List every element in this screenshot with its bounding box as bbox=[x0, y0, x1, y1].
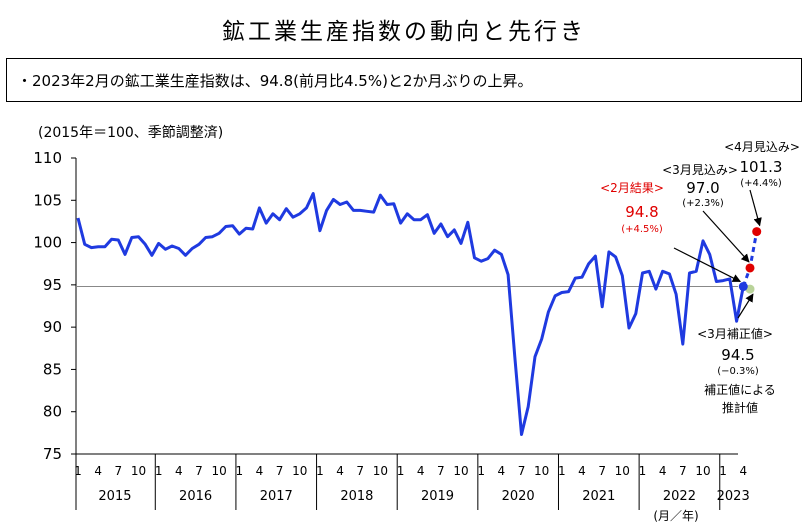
march-label: <3月見込み> bbox=[662, 163, 738, 177]
month-tick-label: 4 bbox=[498, 464, 506, 478]
corrected-arrow bbox=[737, 293, 754, 319]
result-change: (+4.5%) bbox=[621, 224, 663, 235]
summary-text: ・2023年2月の鉱工業生産指数は、94.8(前月比4.5%)と2か月ぶりの上昇… bbox=[17, 72, 533, 90]
march-forecast-point bbox=[745, 263, 755, 273]
month-tick-label: 4 bbox=[336, 464, 344, 478]
year-label: 2022 bbox=[663, 489, 696, 504]
y-tick-label: 105 bbox=[33, 191, 62, 209]
month-tick-label: 10 bbox=[131, 464, 146, 478]
month-tick-label: 7 bbox=[356, 464, 364, 478]
y-tick-label: 75 bbox=[43, 445, 62, 463]
year-label: 2023 bbox=[717, 489, 750, 504]
production-index-line bbox=[76, 192, 745, 436]
april-label: <4月見込み> bbox=[724, 140, 800, 154]
y-tick-label: 80 bbox=[43, 403, 62, 421]
result-label: <2月結果> bbox=[600, 181, 664, 195]
corrected-value: 94.5 bbox=[721, 346, 754, 364]
y-tick-label: 95 bbox=[43, 276, 62, 294]
month-tick-label: 10 bbox=[615, 464, 630, 478]
corrected-change: (−0.3%) bbox=[717, 366, 759, 377]
result-value: 94.8 bbox=[625, 203, 658, 221]
month-tick-label: 1 bbox=[316, 464, 324, 478]
year-label: 2020 bbox=[502, 489, 535, 504]
month-tick-label: 7 bbox=[437, 464, 445, 478]
y-tick-label: 90 bbox=[43, 318, 62, 336]
axes: 75 80 85 90 95 100 105 110 bbox=[33, 149, 738, 463]
y-tick-label: 85 bbox=[43, 360, 62, 378]
month-tick-label: 1 bbox=[235, 464, 243, 478]
corrected-label: <3月補正値> bbox=[697, 326, 773, 341]
march-change: (+2.3%) bbox=[682, 198, 724, 209]
month-tick-label: 4 bbox=[256, 464, 264, 478]
april-forecast-point bbox=[752, 227, 762, 237]
month-tick-label: 7 bbox=[598, 464, 606, 478]
page-title: 鉱工業生産指数の動向と先行き bbox=[222, 19, 586, 45]
march-value: 97.0 bbox=[686, 179, 719, 197]
april-arrow bbox=[749, 189, 762, 227]
result-arrow bbox=[673, 247, 742, 283]
forecast-line bbox=[741, 231, 759, 288]
y-axis-unit-label: (2015年＝100、季節調整済) bbox=[38, 125, 224, 141]
month-tick-label: 4 bbox=[417, 464, 425, 478]
year-label: 2018 bbox=[340, 489, 373, 504]
month-tick-label: 7 bbox=[195, 464, 203, 478]
february-result-point bbox=[738, 282, 748, 292]
april-value: 101.3 bbox=[740, 158, 783, 176]
month-tick-label: 1 bbox=[397, 464, 405, 478]
corrected-note-1: 補正値による bbox=[704, 382, 776, 397]
year-label: 2017 bbox=[260, 489, 293, 504]
month-tick-label: 4 bbox=[578, 464, 586, 478]
month-tick-label: 7 bbox=[679, 464, 687, 478]
month-tick-label: 1 bbox=[558, 464, 566, 478]
x-axis-unit-label: (月／年) bbox=[653, 509, 698, 523]
summary-box: ・2023年2月の鉱工業生産指数は、94.8(前月比4.5%)と2か月ぶりの上昇… bbox=[6, 58, 802, 102]
month-tick-label: 10 bbox=[211, 464, 226, 478]
month-tick-label: 1 bbox=[477, 464, 485, 478]
month-tick-label: 10 bbox=[292, 464, 307, 478]
month-tick-label: 7 bbox=[276, 464, 284, 478]
year-label: 2015 bbox=[98, 489, 131, 504]
month-tick-label: 4 bbox=[659, 464, 667, 478]
year-label: 2021 bbox=[582, 489, 615, 504]
march-arrow bbox=[702, 210, 750, 263]
april-change: (+4.4%) bbox=[740, 178, 782, 189]
month-tick-label: 1 bbox=[74, 464, 82, 478]
month-tick-label: 4 bbox=[94, 464, 102, 478]
corrected-note-2: 推計値 bbox=[722, 400, 758, 415]
y-tick-label: 100 bbox=[33, 234, 62, 252]
month-tick-label: 4 bbox=[175, 464, 183, 478]
annotation-group: <2月結果> 94.8 (+4.5%) <3月見込み> 97.0(+2.3%) <4月見込… bbox=[600, 140, 800, 415]
month-tick-label: 1 bbox=[639, 464, 647, 478]
month-tick-label: 10 bbox=[373, 464, 388, 478]
month-tick-label: 1 bbox=[155, 464, 163, 478]
y-tick-label: 110 bbox=[33, 149, 62, 167]
series-group bbox=[76, 192, 762, 436]
month-tick-label: 10 bbox=[695, 464, 710, 478]
month-tick-label: 10 bbox=[534, 464, 549, 478]
month-tick-label: 1 bbox=[719, 464, 727, 478]
month-tick-label: 4 bbox=[739, 464, 747, 478]
month-tick-label: 7 bbox=[114, 464, 122, 478]
month-tick-label: 10 bbox=[453, 464, 468, 478]
month-tick-label: 7 bbox=[518, 464, 526, 478]
year-label: 2019 bbox=[421, 489, 454, 504]
year-label: 2016 bbox=[179, 489, 212, 504]
